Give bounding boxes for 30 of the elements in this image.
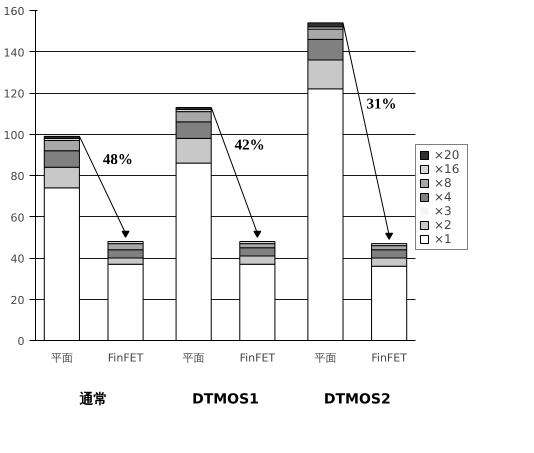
y-tick-label: 100 xyxy=(4,128,25,142)
x-tick-label: 平面 xyxy=(314,352,336,364)
annotation: 31% xyxy=(366,96,396,112)
legend-label: ×1 xyxy=(434,232,453,246)
y-tick-label: 80 xyxy=(10,170,25,183)
x-tick-label: FinFET xyxy=(371,352,408,364)
x-tick-label: FinFET xyxy=(108,352,144,364)
y-tick-label: 20 xyxy=(10,294,25,307)
x-tick-label: FinFET xyxy=(240,352,276,364)
x-tick-label: 平面 xyxy=(50,352,73,364)
y-tick-label: 120 xyxy=(4,88,25,100)
annotation: 42% xyxy=(234,138,265,154)
legend-label: ×3 xyxy=(434,204,453,218)
y-tick-label: 160 xyxy=(4,5,25,18)
legend-label: ×20 xyxy=(434,148,460,162)
x-tick-label: 平面 xyxy=(182,352,205,364)
bar xyxy=(239,241,276,244)
text: DTMOS1 xyxy=(192,392,259,408)
text: DTMOS2 xyxy=(324,392,391,408)
y-tick-label: 40 xyxy=(10,252,25,266)
y-tick-label: 0 xyxy=(18,335,24,348)
y-tick-label: 60 xyxy=(10,211,25,224)
legend-label: ×16 xyxy=(434,162,460,176)
legend-label: ×2 xyxy=(434,218,453,232)
bar xyxy=(371,243,408,246)
annotation: 48% xyxy=(102,152,133,168)
legend-label: ×8 xyxy=(434,176,453,190)
legend-label: ×4 xyxy=(434,190,453,204)
text: 通常 xyxy=(78,390,108,408)
y-tick-label: 140 xyxy=(4,46,25,60)
